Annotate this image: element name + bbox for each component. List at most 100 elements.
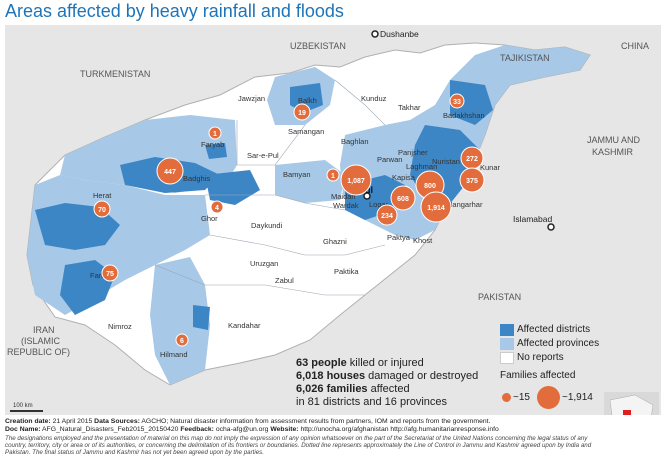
label-islamabad: Islamabad xyxy=(513,214,552,224)
label-tajikistan: TAJIKISTAN xyxy=(500,53,550,63)
footer-sources-label: Data Sources: xyxy=(94,418,140,425)
legend-swatch-districts xyxy=(500,324,514,336)
label-badakhshan: Badakhshan xyxy=(443,111,485,120)
stats-families-text: affected xyxy=(367,383,410,395)
bubble-badakhshan xyxy=(449,93,465,109)
stats-houses-text: damaged or destroyed xyxy=(365,370,479,382)
label-faryab: Faryab xyxy=(201,140,224,149)
legend-swatch-no-reports xyxy=(500,352,514,364)
label-laghman: Laghman xyxy=(406,162,437,171)
districts-faryab xyxy=(205,143,227,159)
label-sarepul: Sar-e-Pul xyxy=(247,151,279,160)
label-nimroz: Nimroz xyxy=(108,322,132,331)
legend-swatch-provinces xyxy=(500,338,514,350)
label-panjsher: Panjsher xyxy=(398,148,428,157)
legend-label-no-reports: No reports xyxy=(517,352,564,363)
label-paktika: Paktika xyxy=(334,267,359,276)
bubble-logar xyxy=(376,204,398,226)
stats-people-num: 63 people xyxy=(296,357,347,369)
legend-bubble-large xyxy=(537,386,560,409)
label-parwan: Parwan xyxy=(377,155,402,164)
label-jawzjan: Jawzjan xyxy=(238,94,265,103)
footer-docname-label: Doc Name: xyxy=(5,426,41,434)
label-iran-1: IRAN xyxy=(33,325,55,335)
footer-disclaimer: The designations employed and the presen… xyxy=(5,434,592,456)
label-china: CHINA xyxy=(621,41,649,51)
bubble-ghor-label: 4 xyxy=(215,205,219,212)
locator-marker xyxy=(623,410,631,416)
bubble-hilmand-label: 6 xyxy=(180,338,184,345)
map-title: Areas affected by heavy rainfall and flo… xyxy=(5,1,344,21)
label-iran-3: REPUBLIC OF) xyxy=(7,347,70,357)
label-kunar: Kunar xyxy=(480,163,501,172)
scale-label: 100 km xyxy=(13,403,33,409)
label-kandahar: Kandahar xyxy=(228,321,261,330)
label-logar: Logar xyxy=(369,200,389,209)
districts-hilmand xyxy=(193,305,210,330)
label-uruzgan: Uruzgan xyxy=(250,259,278,268)
label-dushanbe: Dushanbe xyxy=(380,29,419,39)
bubble-farah-label: 75 xyxy=(106,271,114,278)
legend-label-provinces: Affected provinces xyxy=(517,338,600,349)
bubble-badghis-label: 447 xyxy=(164,169,176,176)
bubble-herat-label: 70 xyxy=(98,207,106,214)
label-turkmenistan: TURKMENISTAN xyxy=(80,69,150,79)
districts-badakhshan xyxy=(450,80,493,125)
footer-website-value[interactable]: http://unocha.org/afghanistan http://afg… xyxy=(298,426,499,434)
label-maidan: Maidan xyxy=(331,192,356,201)
bubble-badghis xyxy=(156,157,184,185)
label-nuristan: Nuristan xyxy=(432,157,460,166)
label-paktya: Paktya xyxy=(387,233,411,242)
label-jammu-1: JAMMU AND xyxy=(587,135,641,145)
stats-families-num: 6,026 families xyxy=(296,383,368,395)
bubble-faryab xyxy=(208,126,222,140)
footer: Creation date: 21 April 2015 Data Source… xyxy=(5,418,605,456)
label-badghis: Badghis xyxy=(183,174,210,183)
bubble-balkh xyxy=(293,103,311,121)
stats-people-text: killed or injured xyxy=(346,357,424,369)
label-nangarhar: Nangarhar xyxy=(447,200,483,209)
region-hilmand xyxy=(150,257,210,385)
bubble-hilmand xyxy=(175,333,189,347)
bubble-parwan-label: 1,087 xyxy=(347,178,365,185)
footer-website-label: Website: xyxy=(270,426,299,434)
label-balkh: Balkh xyxy=(298,96,317,105)
bubble-ghor xyxy=(210,200,224,214)
label-kapisa: Kapisa xyxy=(392,173,416,182)
label-zabul: Zabul xyxy=(275,276,294,285)
bubble-kunar xyxy=(459,167,485,193)
label-pakistan: PAKISTAN xyxy=(478,292,521,302)
label-hilmand: Hilmand xyxy=(160,350,188,359)
label-daykundi: Daykundi xyxy=(251,221,283,230)
stats-block: 63 people killed or injured 6,018 houses… xyxy=(296,357,478,409)
footer-sources-value: AGCHO; Natural disaster information from… xyxy=(139,418,491,425)
region-bamyan xyxy=(275,160,345,203)
legend-bubble-large-label: ~1,914 xyxy=(562,392,593,403)
bubble-layer: 33 19 1 447 272 375 1 1,087 800 608 1,91… xyxy=(93,93,485,347)
bubble-farah xyxy=(101,264,119,282)
label-ghor: Ghor xyxy=(201,214,218,223)
islamabad-marker xyxy=(547,223,555,231)
footer-feedback-label: Feedback: xyxy=(180,426,214,434)
bubble-nuristan-label: 272 xyxy=(466,156,478,163)
label-wardak: Wardak xyxy=(333,201,359,210)
footer-feedback-value[interactable]: ocha-afg@un.org xyxy=(213,426,271,434)
label-samangan: Samangan xyxy=(288,127,324,136)
legend-families-title: Families affected xyxy=(500,370,576,381)
bubble-kabul-label: 608 xyxy=(397,196,409,203)
districts-ghor xyxy=(205,170,260,205)
label-uzbekistan: UZBEKISTAN xyxy=(290,41,346,51)
bubble-kabul xyxy=(390,185,416,211)
label-kunduz: Kunduz xyxy=(361,94,387,103)
label-herat: Herat xyxy=(93,191,112,200)
label-baghlan: Baghlan xyxy=(341,137,369,146)
legend-label-districts: Affected districts xyxy=(517,324,591,335)
bubble-balkh-label: 19 xyxy=(298,110,306,117)
legend-bubble-small xyxy=(502,393,511,402)
dushanbe-marker xyxy=(371,30,379,38)
bubble-nangarhar xyxy=(420,191,452,223)
label-khost: Khost xyxy=(413,236,433,245)
label-bamyan: Bamyan xyxy=(283,170,311,179)
bubble-logar-label: 234 xyxy=(381,213,393,220)
legend-bubble-small-label: ~15 xyxy=(513,392,530,403)
